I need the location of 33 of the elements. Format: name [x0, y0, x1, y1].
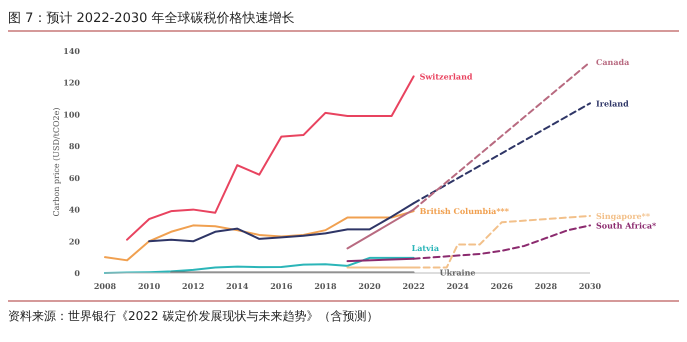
y-tick-label: 140 [63, 46, 80, 56]
series-label: Ireland [596, 98, 630, 108]
series-label: South Africa* [596, 220, 658, 230]
x-tick-label: 2024 [446, 281, 470, 291]
x-tick-label: 2016 [270, 281, 293, 291]
series-label: Switzerland [420, 71, 473, 82]
series-label: Latvia [412, 242, 440, 253]
text: 资料来源：世界银行《2022 碳定价发展现状与未来趋势》（含预测） [8, 309, 378, 323]
y-tick-label: 40 [68, 204, 80, 215]
series-label: Singapore** [596, 210, 651, 221]
x-tick-label: 2028 [534, 281, 558, 291]
series-label: British Columbia*** [420, 206, 510, 216]
x-tick-label: 2030 [578, 281, 602, 291]
y-axis-title: Carbon price (USD/tCO2e) [52, 108, 61, 216]
y-tick-label: 60 [68, 172, 80, 183]
x-tick-label: 2012 [182, 281, 204, 291]
y-tick-label: 20 [68, 236, 80, 246]
line-series [104, 256, 415, 274]
x-tick-label: 2022 [402, 281, 425, 291]
x-tick-label: 2018 [314, 281, 338, 291]
x-tick-label: 2014 [226, 281, 249, 291]
x-tick-label: 2010 [138, 281, 161, 291]
text: Ukraine [440, 268, 476, 278]
y-tick-label: 0 [74, 268, 80, 278]
line-series [126, 75, 415, 241]
series-label: Canada [596, 57, 630, 68]
chart-title: 图 7：预计 2022-2030 年全球碳税价格快速增长 [8, 11, 295, 26]
y-tick-label: 80 [68, 141, 80, 152]
y-tick-label: 100 [63, 109, 80, 120]
x-tick-label: 2026 [490, 281, 514, 291]
x-tick-label: 2008 [94, 281, 117, 291]
y-tick-label: 120 [63, 78, 80, 88]
x-tick-label: 2020 [358, 281, 382, 291]
